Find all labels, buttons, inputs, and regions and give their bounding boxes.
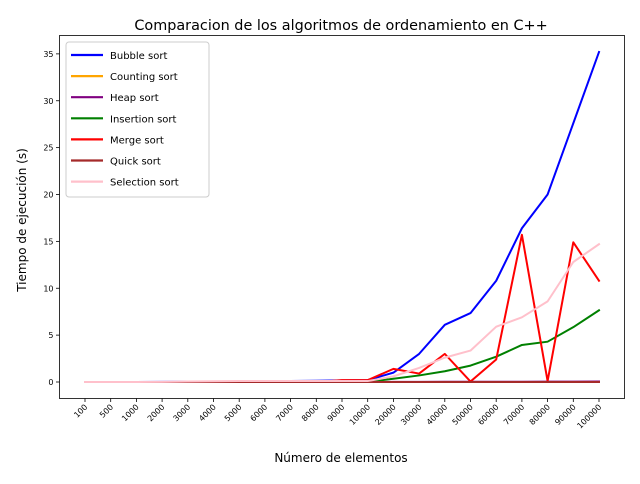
y-tick-label: 5 xyxy=(48,331,53,340)
legend-label: Selection sort xyxy=(110,178,179,189)
legend-label: Quick sort xyxy=(110,157,161,168)
x-tick-label: 30000 xyxy=(399,403,423,427)
x-tick-label: 6000 xyxy=(249,403,270,424)
x-tick-label: 100000 xyxy=(575,403,603,431)
x-tick-label: 1000 xyxy=(120,403,141,424)
x-tick-label: 50000 xyxy=(451,403,475,427)
y-axis-label: Tiempo de ejecución (s) xyxy=(15,148,29,293)
x-tick-label: 20000 xyxy=(373,403,397,427)
x-tick-label: 10000 xyxy=(348,403,372,427)
series-line-selection-sort xyxy=(85,244,599,382)
chart-title: Comparacion de los algoritmos de ordenam… xyxy=(134,18,547,34)
x-tick-label: 90000 xyxy=(553,403,577,427)
x-tick-label: 3000 xyxy=(171,403,192,424)
legend-label: Heap sort xyxy=(110,93,159,104)
x-tick-label: 500 xyxy=(98,403,115,420)
x-tick-label: 40000 xyxy=(425,403,449,427)
legend-label: Merge sort xyxy=(110,135,164,146)
x-tick-label: 70000 xyxy=(502,403,526,427)
y-tick-label: 0 xyxy=(48,378,53,387)
x-tick-label: 8000 xyxy=(300,403,321,424)
legend-label: Insertion sort xyxy=(110,114,177,125)
x-tick-label: 4000 xyxy=(197,403,218,424)
series-line-insertion-sort xyxy=(85,310,599,382)
legend-label: Bubble sort xyxy=(110,51,167,62)
y-tick-label: 30 xyxy=(43,97,53,106)
x-tick-label: 9000 xyxy=(326,403,347,424)
legend-label: Counting sort xyxy=(110,72,178,83)
x-tick-label: 100 xyxy=(72,403,89,420)
y-tick-label: 35 xyxy=(43,50,53,59)
x-tick-label: 7000 xyxy=(274,403,295,424)
x-axis-label: Número de elementos xyxy=(274,451,407,465)
series-line-merge-sort xyxy=(85,235,599,382)
y-tick-label: 10 xyxy=(43,284,53,293)
y-axis-ticks: 0 5 10 15 20 25 30 35 xyxy=(43,50,59,387)
legend: Bubble sort Counting sort Heap sort Inserti… xyxy=(66,42,209,197)
x-tick-label: 5000 xyxy=(223,403,244,424)
x-tick-label: 2000 xyxy=(146,403,167,424)
y-tick-label: 20 xyxy=(43,191,53,200)
y-tick-label: 15 xyxy=(43,237,53,246)
y-tick-label: 25 xyxy=(43,144,53,153)
x-tick-label: 80000 xyxy=(528,403,552,427)
x-tick-label: 60000 xyxy=(476,403,500,427)
